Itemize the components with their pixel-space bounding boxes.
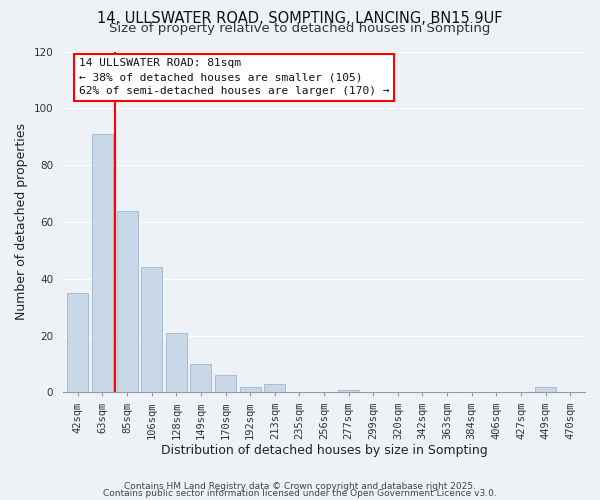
Bar <box>239 386 260 392</box>
Bar <box>141 268 162 392</box>
X-axis label: Distribution of detached houses by size in Sompting: Distribution of detached houses by size … <box>161 444 487 458</box>
Bar <box>166 333 187 392</box>
Bar <box>92 134 113 392</box>
Bar <box>215 376 236 392</box>
Bar <box>535 386 556 392</box>
Text: 14 ULLSWATER ROAD: 81sqm
← 38% of detached houses are smaller (105)
62% of semi-: 14 ULLSWATER ROAD: 81sqm ← 38% of detach… <box>79 58 389 96</box>
Bar <box>116 210 137 392</box>
Bar <box>338 390 359 392</box>
Bar <box>67 293 88 392</box>
Bar <box>190 364 211 392</box>
Text: Contains public sector information licensed under the Open Government Licence v3: Contains public sector information licen… <box>103 489 497 498</box>
Y-axis label: Number of detached properties: Number of detached properties <box>15 124 28 320</box>
Text: 14, ULLSWATER ROAD, SOMPTING, LANCING, BN15 9UF: 14, ULLSWATER ROAD, SOMPTING, LANCING, B… <box>97 11 503 26</box>
Text: Contains HM Land Registry data © Crown copyright and database right 2025.: Contains HM Land Registry data © Crown c… <box>124 482 476 491</box>
Bar <box>265 384 285 392</box>
Text: Size of property relative to detached houses in Sompting: Size of property relative to detached ho… <box>109 22 491 35</box>
